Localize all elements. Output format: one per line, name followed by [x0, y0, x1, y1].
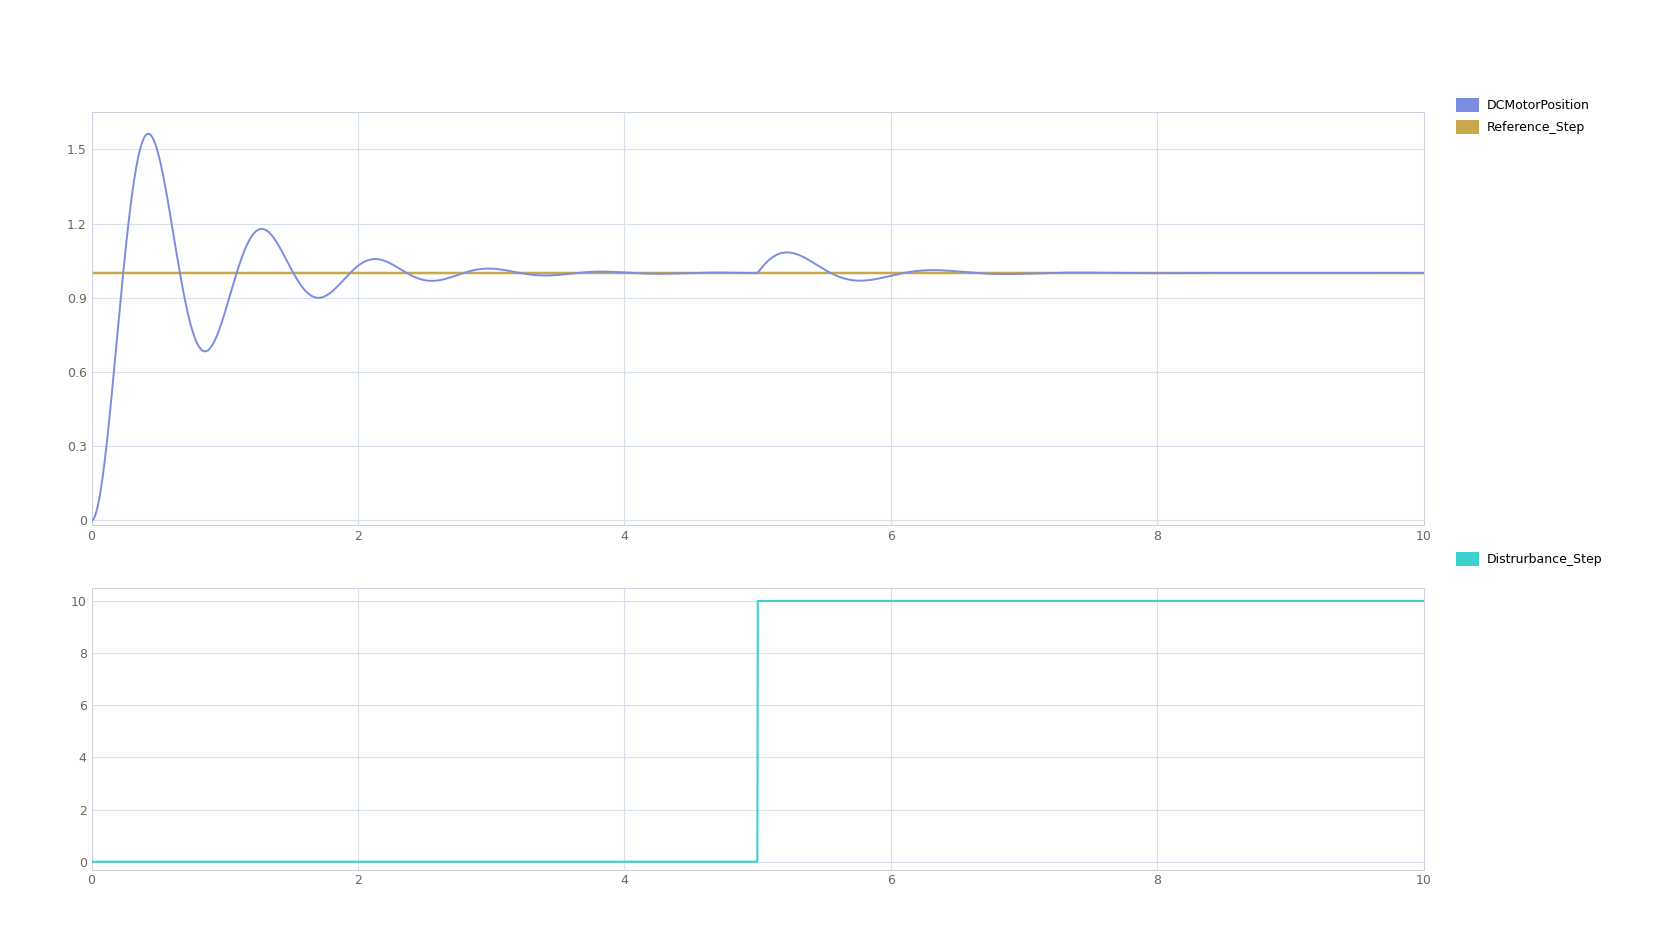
Legend: Distrurbance_Step: Distrurbance_Step — [1456, 552, 1601, 567]
Legend: DCMotorPosition, Reference_Step: DCMotorPosition, Reference_Step — [1456, 98, 1589, 134]
